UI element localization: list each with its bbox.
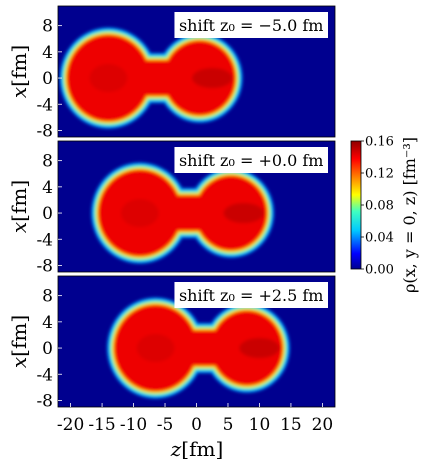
panel-frame xyxy=(57,140,336,273)
y-tick-label: 4 xyxy=(42,43,53,63)
y-tick-label: -8 xyxy=(36,391,53,411)
colorbar: 0.16 0.12 0.08 0.04 0.00 ρ(x, y = 0, z) [fm⁻³… xyxy=(350,135,419,293)
y-tick-label: 8 xyxy=(42,152,53,172)
x-tick-label: -15 xyxy=(88,415,115,435)
x-tick-label: -5 xyxy=(157,415,174,435)
panel-label-box xyxy=(174,147,328,173)
y-tick-label: 0 xyxy=(42,339,53,359)
density-blob xyxy=(107,297,290,399)
x-tick-label: 10 xyxy=(249,415,271,435)
colorbar-tick-label: 0.16 xyxy=(365,135,394,150)
colorbar-tick-label: 0.12 xyxy=(365,167,394,182)
y-tick-label: 0 xyxy=(42,69,53,89)
colorbar-gradient xyxy=(350,140,362,270)
panel-2: shift z₀ = +0.0 fm 8 4 0 -4 -8 x[fm] xyxy=(7,140,336,276)
colorbar-tick-label: 0.00 xyxy=(365,263,394,278)
y-tick-label: -4 xyxy=(36,95,53,115)
y-tick-label: 4 xyxy=(42,313,53,333)
colorbar-tick-label: 0.04 xyxy=(365,231,394,246)
panel-3: shift z₀ = +2.5 fm 8 4 0 -4 -8 x[fm] xyxy=(7,275,336,411)
x-axis-label: z[fm] xyxy=(170,437,224,461)
x-tick-label: 5 xyxy=(223,415,234,435)
panel-frame xyxy=(57,5,336,138)
y-tick-label: 4 xyxy=(42,178,53,198)
y-tick-label: 8 xyxy=(42,287,53,307)
x-tick-label: 15 xyxy=(280,415,302,435)
y-axis-label: x[fm] xyxy=(7,45,31,98)
y-tick-label: 0 xyxy=(42,204,53,224)
colorbar-label: ρ(x, y = 0, z) [fm⁻³] xyxy=(400,137,419,293)
panel-label-box xyxy=(174,12,328,38)
y-axis-label: x[fm] xyxy=(7,315,31,368)
colorbar-tick-label: 0.08 xyxy=(365,199,394,214)
panel-1: shift z₀ = −5.0 fm 8 4 0 -4 -8 x[fm] xyxy=(7,5,336,141)
panel-label: shift z₀ = +2.5 fm xyxy=(179,286,324,305)
x-tick-label: -20 xyxy=(57,415,84,435)
density-blob xyxy=(59,27,243,129)
y-tick-label: -8 xyxy=(36,256,53,276)
panel-label: shift z₀ = −5.0 fm xyxy=(179,16,324,35)
panel-label-box xyxy=(174,282,328,308)
y-tick-label: -4 xyxy=(36,230,53,250)
x-tick-label: 0 xyxy=(191,415,202,435)
y-tick-label: -8 xyxy=(36,121,53,141)
x-tick-label: -10 xyxy=(120,415,147,435)
y-tick-label: 8 xyxy=(42,17,53,37)
panel-label: shift z₀ = +0.0 fm xyxy=(179,151,324,170)
x-tick-label: 20 xyxy=(312,415,334,435)
x-axis-ticks: -20 -15 -10 -5 0 5 10 15 20 xyxy=(57,403,333,435)
y-tick-label: -4 xyxy=(36,365,53,385)
y-axis-label: x[fm] xyxy=(7,180,31,233)
density-blob xyxy=(91,162,274,264)
